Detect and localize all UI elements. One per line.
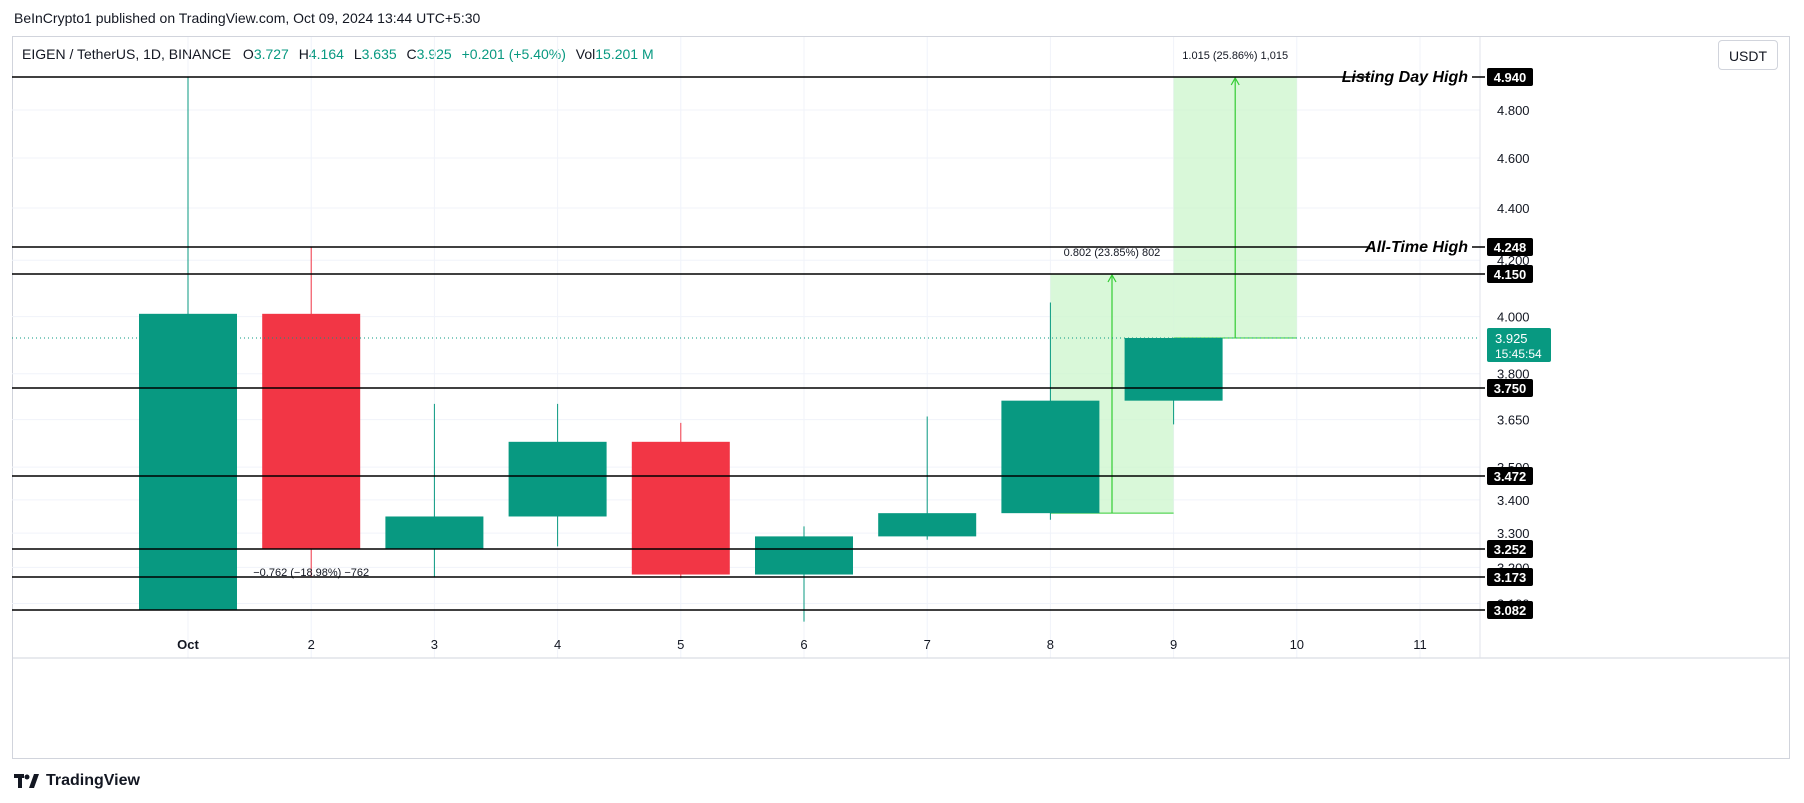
price-axis-tick-label: 4.600 xyxy=(1497,151,1530,166)
candle-body[interactable] xyxy=(631,441,730,575)
chart-frame xyxy=(12,36,1790,759)
level-price-tag-label: 3.173 xyxy=(1494,570,1527,585)
price-axis-tick-label: 3.300 xyxy=(1497,526,1530,541)
time-axis-tick-label: 3 xyxy=(431,637,438,652)
price-axis-tick-label: 4.200 xyxy=(1497,253,1530,268)
price-axis-tick-label: 4.800 xyxy=(1497,103,1530,118)
level-price-tag-label: 3.082 xyxy=(1494,603,1527,618)
candle-body[interactable] xyxy=(755,536,853,575)
symbol-name[interactable]: EIGEN / TetherUS, 1D, BINANCE xyxy=(22,46,232,62)
tradingview-logo-icon xyxy=(14,774,39,788)
level-price-tag xyxy=(1487,540,1533,558)
measure-label: 1.015 (25.86%) 1,015 xyxy=(1182,50,1288,62)
candle-body[interactable] xyxy=(878,513,977,537)
level-price-tag-label: 3.472 xyxy=(1494,469,1527,484)
level-price-tag-label: 3.252 xyxy=(1494,542,1527,557)
candle-body[interactable] xyxy=(1124,338,1223,401)
candle-body[interactable] xyxy=(508,441,607,517)
level-price-tag-label: 4.150 xyxy=(1494,267,1527,282)
level-price-tag-label: 3.750 xyxy=(1494,381,1527,396)
vol-value: 15.201 M xyxy=(595,46,654,62)
candle-body[interactable] xyxy=(385,516,484,549)
level-price-tag xyxy=(1487,68,1533,86)
time-axis-tick-label: 7 xyxy=(924,637,931,652)
level-annotation: All-Time High xyxy=(1364,239,1468,256)
tradingview-logo[interactable]: TradingView xyxy=(14,772,140,790)
level-price-tag xyxy=(1487,568,1533,586)
open-label: O xyxy=(242,46,254,62)
measure-arrowhead xyxy=(1107,273,1117,283)
close-label: C xyxy=(406,46,417,62)
current-price-tag-countdown: 15:45:54 xyxy=(1495,347,1542,361)
measure-label: −0.762 (−18.98%) −762 xyxy=(253,567,369,579)
publisher-line: BeInCrypto1 published on TradingView.com… xyxy=(14,10,481,26)
open-value: 3.727 xyxy=(253,46,289,62)
current-price-tag xyxy=(1487,328,1551,362)
level-price-tag xyxy=(1487,265,1533,283)
low-value: 3.635 xyxy=(361,46,397,62)
level-price-tag xyxy=(1487,379,1533,397)
measure-arrowhead xyxy=(1230,76,1240,86)
level-price-tag xyxy=(1487,467,1533,485)
measure-label: 0.802 (23.85%) 802 xyxy=(1064,247,1161,259)
time-axis-tick-label: 6 xyxy=(800,637,807,652)
level-price-tag xyxy=(1487,238,1533,256)
time-axis-tick-label: 5 xyxy=(677,637,684,652)
time-axis-tick-label: 9 xyxy=(1170,637,1177,652)
price-axis-tick-label: 4.000 xyxy=(1497,310,1530,325)
level-price-tag xyxy=(1487,601,1533,619)
level-price-tag-label: 4.940 xyxy=(1494,70,1527,85)
time-axis-tick-label: 8 xyxy=(1047,637,1054,652)
time-axis-tick-label: 4 xyxy=(554,637,561,652)
high-label: H xyxy=(298,46,309,62)
time-axis-tick-label: 2 xyxy=(308,637,315,652)
tradingview-logo-text: TradingView xyxy=(46,772,140,789)
time-axis-tick-label: 10 xyxy=(1290,637,1304,652)
price-axis-tick-label: 3.800 xyxy=(1497,367,1530,382)
time-axis-tick-label: 11 xyxy=(1413,637,1427,652)
level-price-tag-label: 4.248 xyxy=(1494,240,1527,255)
current-price-tag-value: 3.925 xyxy=(1495,331,1528,346)
level-annotation: Listing Day High xyxy=(1342,69,1468,86)
price-axis-tick-label: 4.400 xyxy=(1497,201,1530,216)
high-value: 4.164 xyxy=(308,46,344,62)
candle-body[interactable] xyxy=(1001,400,1100,514)
candle-body[interactable] xyxy=(262,313,361,549)
price-axis-tick-label: 3.400 xyxy=(1497,493,1530,508)
currency-button[interactable]: USDT xyxy=(1718,40,1778,70)
vol-label: Vol xyxy=(575,46,596,62)
candle-body[interactable] xyxy=(139,313,237,610)
time-axis-tick-label: Oct xyxy=(177,637,199,652)
low-label: L xyxy=(353,46,362,62)
change-value: +0.201 (+5.40%) xyxy=(461,46,566,62)
price-axis-tick-label: 3.650 xyxy=(1497,413,1530,428)
